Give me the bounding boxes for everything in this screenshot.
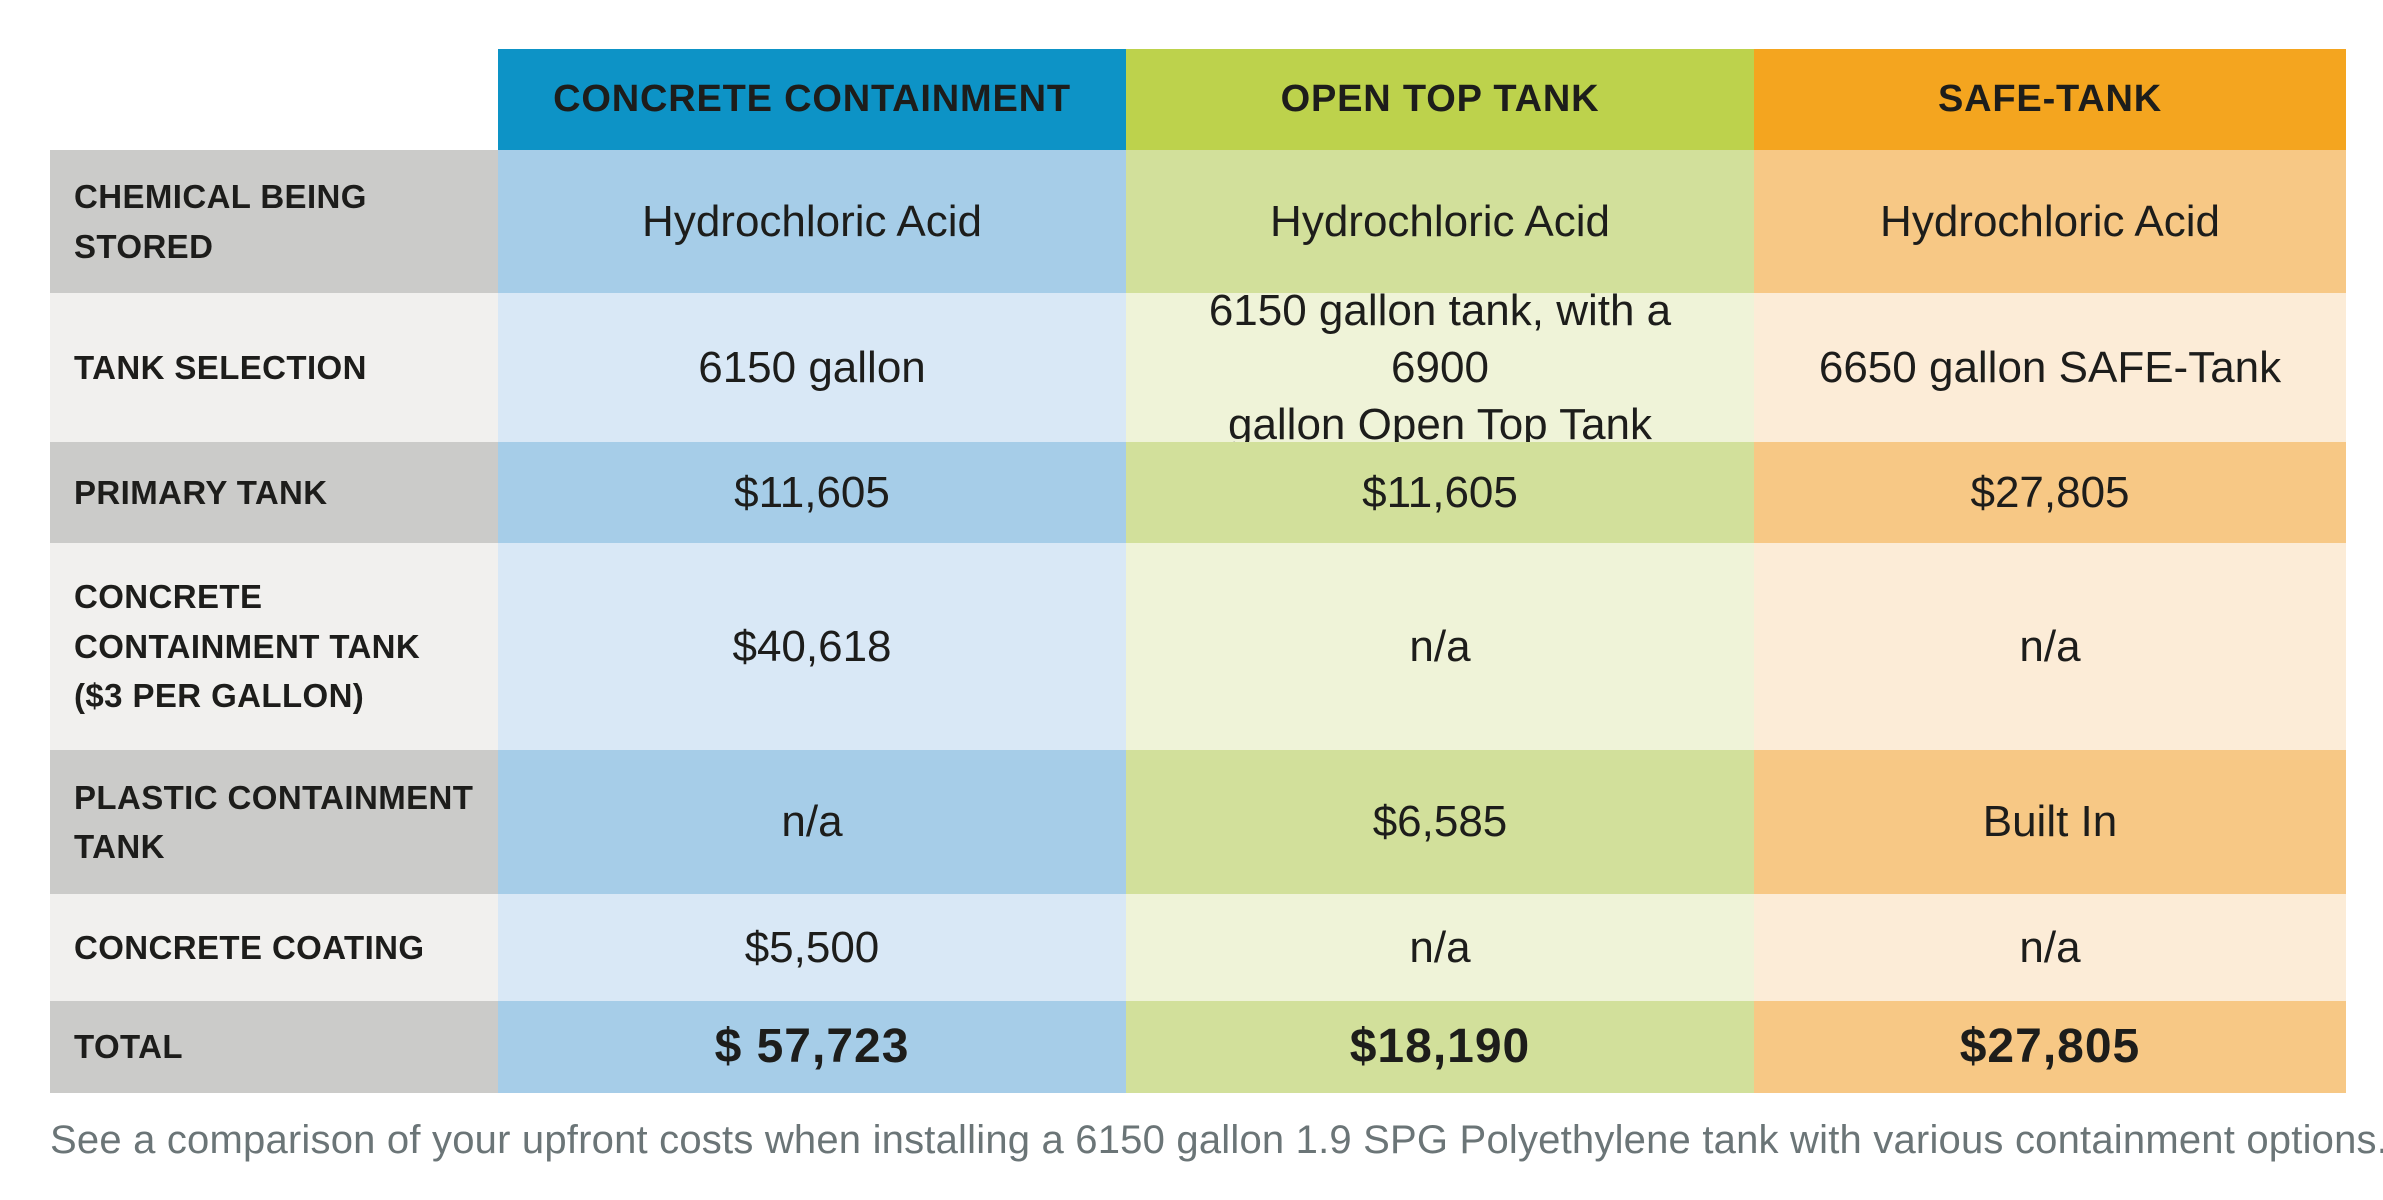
row-label-plastic-containment-tank: PLASTIC CONTAINMENT TANK [50,750,498,894]
cell-plastic-containment-open-top: $6,585 [1126,750,1754,894]
cell-plastic-containment-safe-tank: Built In [1754,750,2346,894]
row-label-concrete-containment-tank: CONCRETE CONTAINMENT TANK ($3 PER GALLON… [50,543,498,750]
cell-concrete-coating-open-top: n/a [1126,894,1754,1001]
cell-total-concrete: $ 57,723 [498,1001,1126,1093]
row-label-concrete-coating: CONCRETE COATING [50,894,498,1001]
cell-chemical-concrete: Hydrochloric Acid [498,150,1126,293]
cell-total-open-top: $18,190 [1126,1001,1754,1093]
cell-concrete-containment-safe-tank: n/a [1754,543,2346,750]
cell-primary-tank-safe-tank: $27,805 [1754,442,2346,543]
row-label-total: TOTAL [50,1001,498,1093]
cell-chemical-safe-tank: Hydrochloric Acid [1754,150,2346,293]
cell-primary-tank-concrete: $11,605 [498,442,1126,543]
row-label-tank-selection: TANK SELECTION [50,293,498,442]
cell-concrete-containment-concrete: $40,618 [498,543,1126,750]
cost-comparison-table: CONCRETE CONTAINMENT OPEN TOP TANK SAFE-… [50,49,2346,1093]
row-label-chemical-being-stored: CHEMICAL BEING STORED [50,150,498,293]
cell-concrete-containment-open-top: n/a [1126,543,1754,750]
cell-concrete-coating-concrete: $5,500 [498,894,1126,1001]
cell-concrete-coating-safe-tank: n/a [1754,894,2346,1001]
column-header-concrete-containment: CONCRETE CONTAINMENT [498,49,1126,150]
table-caption: See a comparison of your upfront costs w… [50,1118,2383,1162]
cell-primary-tank-open-top: $11,605 [1126,442,1754,543]
table-corner-spacer [50,49,498,150]
cell-tank-selection-open-top: 6150 gallon tank, with a 6900 gallon Ope… [1126,286,1754,449]
column-header-safe-tank: SAFE-TANK [1754,49,2346,150]
cell-plastic-containment-concrete: n/a [498,750,1126,894]
row-label-primary-tank: PRIMARY TANK [50,442,498,543]
cell-tank-selection-safe-tank: 6650 gallon SAFE-Tank [1754,293,2346,442]
cell-total-safe-tank: $27,805 [1754,1001,2346,1093]
cell-chemical-open-top: Hydrochloric Acid [1126,150,1754,293]
column-header-open-top-tank: OPEN TOP TANK [1126,49,1754,150]
cell-tank-selection-concrete: 6150 gallon [498,293,1126,442]
